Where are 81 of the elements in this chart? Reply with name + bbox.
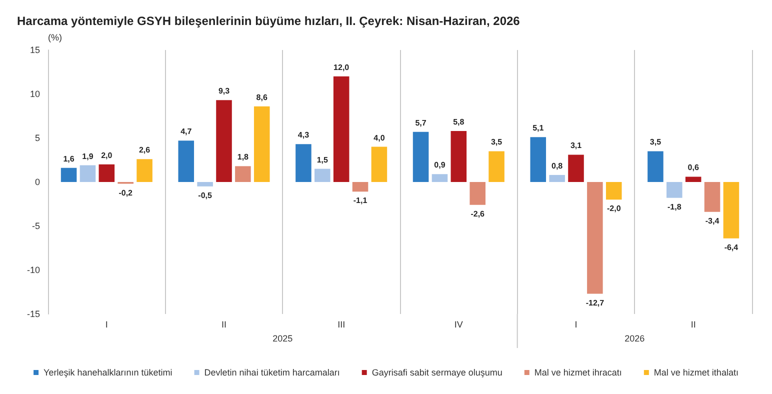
legend-label: Yerleşik hanehalklarının tüketimi	[44, 368, 172, 378]
bar	[685, 176, 702, 182]
data-label: 4,7	[180, 127, 192, 136]
data-label: 12,0	[334, 62, 350, 72]
y-tick-label: -15	[26, 309, 40, 319]
data-label: 2,0	[101, 150, 113, 160]
y-tick-label: 10	[30, 89, 40, 99]
bar	[371, 146, 388, 182]
data-label: -2,0	[606, 204, 622, 214]
bar	[488, 151, 504, 182]
bar	[80, 165, 96, 182]
x-tick-label: I	[574, 320, 578, 330]
data-label: 1,9	[82, 152, 94, 161]
y-tick-label: 0	[34, 177, 40, 187]
bar	[314, 168, 330, 182]
data-label: -6,4	[724, 242, 739, 252]
bar	[606, 182, 622, 200]
data-label: 5,1	[532, 124, 544, 133]
bar	[178, 140, 194, 182]
data-label: 1,6	[63, 154, 75, 164]
text: 2025	[272, 334, 293, 344]
bar	[352, 182, 368, 192]
bar	[136, 159, 152, 182]
legend-label: Devletin nihai tüketim harcamaları	[204, 368, 340, 378]
bar	[704, 182, 720, 212]
data-label: -0,5	[198, 190, 212, 200]
x-tick-label: II	[221, 320, 227, 330]
bar	[296, 144, 312, 182]
bar	[568, 154, 584, 182]
data-label: -0,2	[118, 188, 134, 198]
bar	[235, 166, 251, 182]
x-tick-label: I	[105, 320, 108, 330]
x-tick-label: III	[338, 320, 346, 330]
data-label: -1,1	[353, 196, 368, 206]
legend-label: Mal ve hizmet ithalatı	[654, 368, 738, 378]
data-label: 1,5	[316, 155, 329, 164]
bar	[333, 76, 350, 182]
bar	[60, 168, 77, 182]
bar	[470, 182, 486, 205]
data-label: -1,8	[668, 202, 682, 212]
data-label: 4,3	[298, 130, 310, 140]
bar	[723, 182, 740, 238]
y-axis-title: (%)	[48, 32, 62, 42]
y-tick-label: 15	[30, 45, 40, 55]
bar	[587, 182, 603, 294]
text: 2026	[624, 334, 645, 344]
data-label: -2,6	[470, 209, 486, 218]
bar	[412, 132, 429, 182]
data-label: 3,5	[650, 138, 662, 147]
data-label: 8,6	[256, 92, 268, 102]
data-label: 3,5	[490, 138, 503, 147]
bar	[197, 182, 213, 186]
legend-label: Gayrisafi sabit sermaye oluşumu	[372, 368, 502, 378]
x-tick-label: II	[690, 320, 696, 330]
bar	[549, 174, 565, 182]
data-label: 0,6	[688, 163, 700, 172]
data-label: 5,7	[415, 118, 427, 128]
y-tick-label: -10	[26, 265, 40, 275]
data-label: 1,8	[237, 152, 250, 162]
y-tick-label: -5	[32, 221, 40, 231]
data-label: -3,4	[705, 216, 720, 226]
data-label: 0,9	[434, 160, 446, 170]
bar	[98, 164, 115, 182]
data-label: 4,0	[374, 133, 386, 142]
data-label: 5,8	[453, 117, 465, 126]
y-tick-label: 5	[34, 133, 40, 143]
bar	[648, 151, 664, 182]
data-label: 3,1	[570, 141, 582, 150]
legend-label: Mal ve hizmet ihracatı	[534, 368, 622, 378]
bar	[432, 174, 448, 182]
bar	[666, 182, 682, 198]
bar	[530, 137, 546, 182]
chart-title: Harcama yöntemiyle GSYH bileşenlerinin büyüme hızları, II. Çeyrek: Nisan-Haziran, 2026	[17, 14, 520, 28]
bar	[254, 106, 270, 182]
data-label: 0,8	[552, 161, 564, 170]
data-label: -12,7	[586, 298, 605, 308]
bar	[216, 100, 232, 182]
data-label: 2,6	[138, 146, 151, 155]
data-label: 9,3	[218, 86, 230, 96]
x-tick-label: IV	[454, 320, 463, 330]
bar	[450, 130, 467, 182]
